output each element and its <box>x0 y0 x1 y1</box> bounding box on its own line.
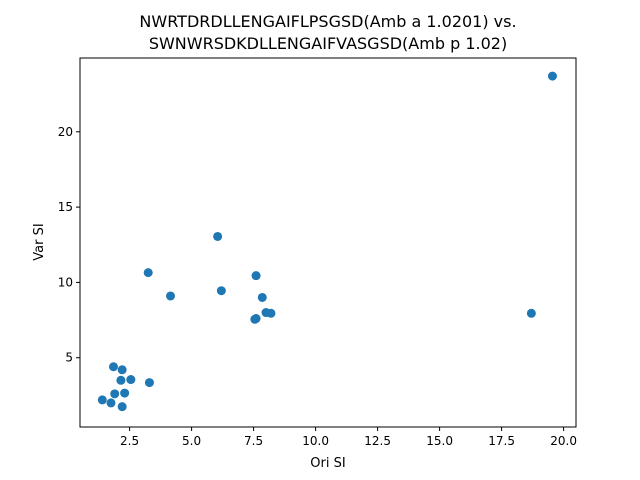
data-point-18 <box>110 389 120 399</box>
x-tick-label: 12.5 <box>364 434 391 448</box>
data-point-4 <box>143 268 153 278</box>
x-tick-label: 20.0 <box>550 434 577 448</box>
data-point-16 <box>126 375 136 385</box>
x-axis-label: Ori SI <box>310 456 345 471</box>
data-point-17 <box>144 378 154 388</box>
x-tick-label: 10.0 <box>302 434 329 448</box>
data-point-3 <box>213 231 223 241</box>
x-tick-label: 5.0 <box>182 434 201 448</box>
chart-title-line-2: SWNWRSDKDLLENGAIFVASGSD(Amb p 1.02) <box>149 34 507 53</box>
data-point-21 <box>106 398 116 408</box>
data-point-10 <box>266 308 276 318</box>
x-tick-label: 17.5 <box>488 434 515 448</box>
x-tick-label: 15.0 <box>426 434 453 448</box>
data-point-7 <box>166 291 176 301</box>
data-point-14 <box>117 365 127 375</box>
data-point-2 <box>526 308 536 318</box>
data-point-6 <box>216 286 226 296</box>
y-tick-label: 10 <box>58 275 73 289</box>
plot-area-frame <box>79 57 577 428</box>
data-point-8 <box>257 292 267 302</box>
y-ticks: 5 10 15 20 <box>58 125 80 365</box>
points-layer <box>97 71 557 412</box>
data-point-12 <box>251 314 261 324</box>
data-point-20 <box>97 395 107 405</box>
data-point-22 <box>117 402 127 412</box>
y-tick-label: 15 <box>58 200 73 214</box>
x-ticks: 2.5 5.0 7.5 10.0 12.5 15.0 17.5 20.0 <box>120 427 577 448</box>
y-axis-label: Var SI <box>32 223 47 260</box>
data-point-13 <box>108 362 118 372</box>
chart-title-line-1: NWRTDRDLLENGAIFLPSGSD(Amb a 1.0201) vs. <box>139 12 516 31</box>
y-tick-label: 5 <box>65 351 73 365</box>
data-point-15 <box>116 375 126 385</box>
y-tick-label: 20 <box>58 125 73 139</box>
data-point-19 <box>120 388 130 398</box>
data-point-5 <box>251 271 261 281</box>
data-point-1 <box>547 71 557 81</box>
x-tick-label: 7.5 <box>244 434 263 448</box>
x-tick-label: 2.5 <box>120 434 139 448</box>
